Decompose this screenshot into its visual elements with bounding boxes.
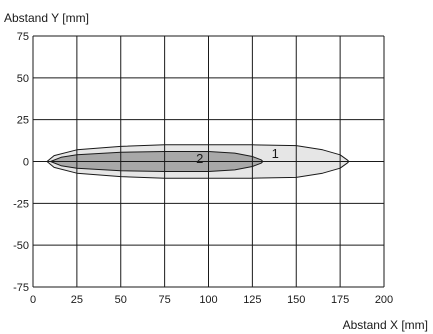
region-labels: 12 (196, 146, 279, 166)
x-tick-label: 100 (199, 294, 217, 306)
x-axis-title: Abstand X [mm] (343, 318, 428, 332)
grid (32, 35, 385, 288)
x-tick-label: 0 (30, 294, 36, 306)
x-tick-label: 125 (243, 294, 261, 306)
y-tick-label: 50 (17, 73, 29, 85)
y-tick-label: 0 (23, 157, 29, 169)
region-label-2: 2 (196, 151, 203, 166)
x-tick-label: 200 (375, 294, 393, 306)
region-label-1: 1 (272, 146, 279, 161)
y-axis-title: Abstand Y [mm] (4, 11, 89, 25)
x-tick-label: 150 (287, 294, 305, 306)
tick-labels: 0 25 50 75 100 125 150 175 200 75 50 25 0 -25 -50 -75 (13, 31, 393, 306)
y-tick-label: 75 (17, 31, 29, 43)
x-tick-label: 50 (115, 294, 127, 306)
x-tick-label: 25 (71, 294, 83, 306)
x-tick-label: 75 (159, 294, 171, 306)
y-tick-label: 25 (17, 115, 29, 127)
x-tick-label: 175 (331, 294, 349, 306)
y-tick-label: -50 (13, 240, 29, 252)
y-tick-label: -25 (13, 198, 29, 210)
y-tick-label: -75 (13, 282, 29, 294)
